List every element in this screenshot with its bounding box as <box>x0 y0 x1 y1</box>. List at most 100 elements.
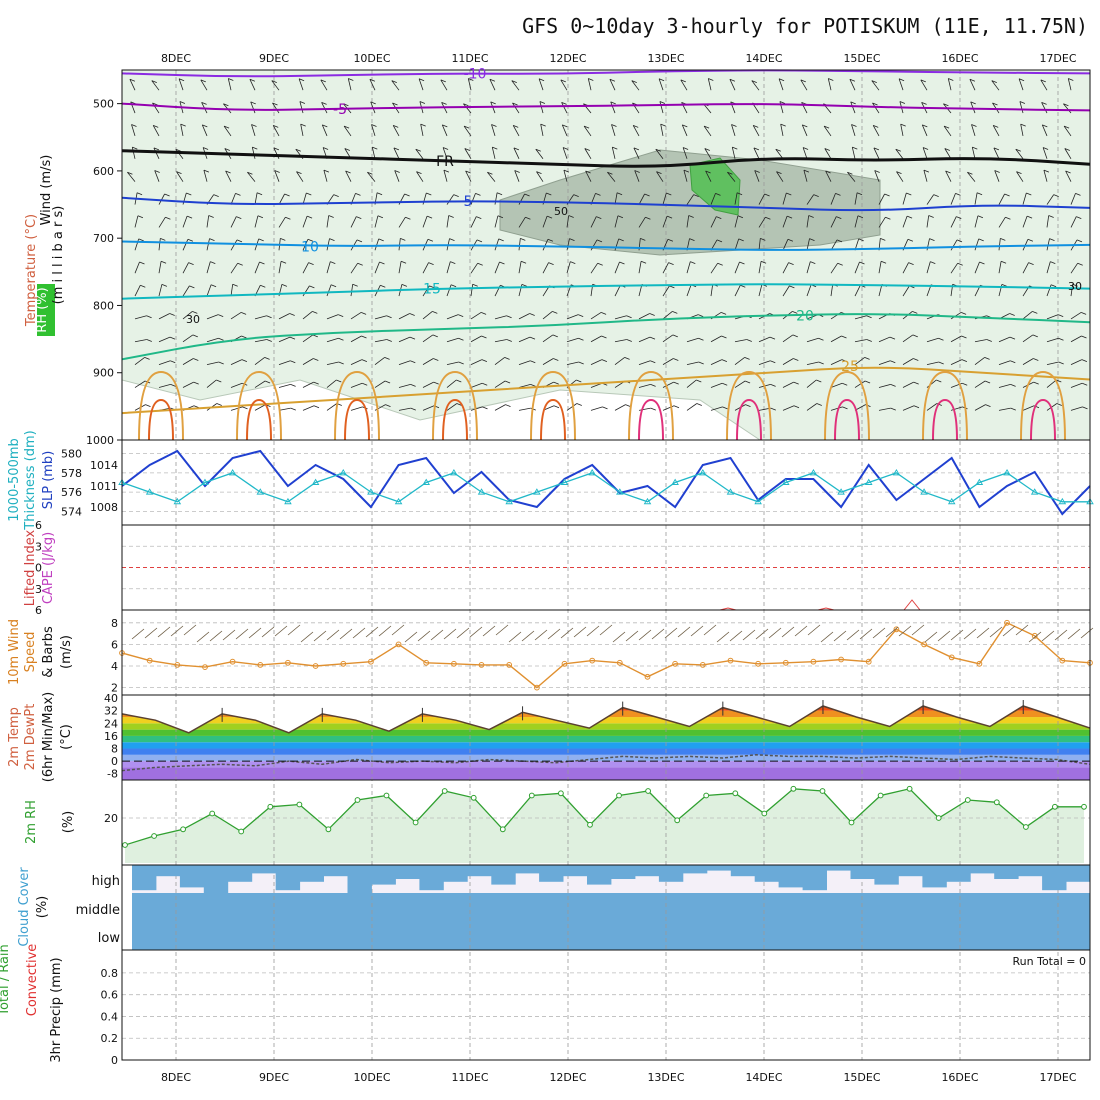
wind-barb-flag <box>193 358 199 361</box>
wind-barb-flag <box>362 382 368 386</box>
wind-barb <box>178 78 184 91</box>
wind-barb <box>1046 284 1052 297</box>
chart-title: GFS 0~10day 3-hourly for POTISKUM (11E, … <box>522 14 1088 38</box>
thickness-point <box>947 497 956 505</box>
wind-barb <box>830 359 843 366</box>
wind-barb-flag <box>160 260 167 264</box>
wind-barb-flag <box>578 337 584 341</box>
wind-barb <box>230 216 237 228</box>
wind-barb <box>134 380 146 388</box>
wind-barb <box>470 382 483 388</box>
wind-barb <box>278 360 291 366</box>
ylabel-cloud-0: Cloud Cover <box>17 867 32 947</box>
wind-speed-tick: 6 <box>111 638 118 651</box>
wind-barb-flag <box>717 262 723 266</box>
wind-barb <box>542 215 548 228</box>
wind-barb-flag <box>348 78 354 81</box>
wind-barb <box>369 79 376 91</box>
wind-barb-flag <box>202 147 209 150</box>
dewpoint-line <box>121 754 1091 772</box>
wind-barb-flag <box>920 79 926 83</box>
wind-barb-flag <box>453 194 459 197</box>
wind-barb-flag <box>669 285 675 289</box>
thickness-point <box>284 497 292 505</box>
wind-barb-flag <box>256 192 263 196</box>
wind-barb <box>854 215 859 228</box>
wind-barb <box>607 172 616 182</box>
wind-barb <box>1022 311 1033 320</box>
wind-barb-flag <box>330 284 337 288</box>
wind-barb <box>158 284 163 297</box>
wind-barb-flag <box>659 101 666 104</box>
wind-barb <box>398 407 411 411</box>
thickness-point <box>228 469 237 476</box>
wind-barb-flag <box>570 261 576 264</box>
surface-wind-barb <box>768 627 782 639</box>
wind-barb <box>278 193 285 205</box>
temp-band <box>122 767 1090 780</box>
wind-barb <box>614 215 619 228</box>
wind-barb <box>230 284 234 297</box>
wind-barb-flag <box>146 315 152 319</box>
wind-barb-flag <box>1056 403 1062 406</box>
thickness-tick: 578 <box>61 467 82 480</box>
wind-barb-flag <box>208 215 214 218</box>
wind-barb-flag <box>440 79 446 83</box>
wind-barb <box>442 147 448 159</box>
wind-barb <box>902 285 910 297</box>
wind-barb <box>398 216 406 228</box>
wind-barb <box>734 238 740 251</box>
wind-barb <box>854 315 867 320</box>
wind-barb-flag <box>993 125 999 128</box>
wind-barb-flag <box>945 170 951 174</box>
wind-barb-flag <box>289 336 296 340</box>
wind-barb <box>590 216 597 228</box>
surface-wind-barb <box>1054 629 1068 641</box>
wind-barb-flag <box>908 262 914 265</box>
surface-wind-barb <box>339 628 353 640</box>
isotherm-20 <box>121 313 1091 361</box>
wind-barb <box>494 315 507 320</box>
wind-barb <box>542 262 549 274</box>
contour-loop-35 <box>148 398 174 441</box>
wind-barb-flag <box>672 334 678 338</box>
date-label-bottom: 10DEC <box>353 1071 390 1084</box>
wind-barb <box>542 239 549 251</box>
wind-barb-flag <box>1043 169 1050 173</box>
wind-barb <box>872 125 880 137</box>
surface-wind-barb <box>534 629 548 641</box>
precip-tick: 0 <box>111 1054 118 1067</box>
wind-speed-point <box>976 660 983 667</box>
surface-wind-barb <box>638 629 652 641</box>
wind-barb-flag <box>281 284 288 287</box>
wind-barb <box>394 170 400 182</box>
wind-barb <box>446 215 450 228</box>
wind-barb-flag <box>890 360 896 364</box>
wind-barb <box>494 192 498 205</box>
wind-barb <box>782 215 788 228</box>
wind-barb-flag <box>513 147 520 151</box>
wind-barb-flag <box>961 335 967 339</box>
wind-barb <box>998 384 1011 388</box>
surface-wind-barb <box>677 626 691 638</box>
wind-barb <box>802 147 808 159</box>
wind-barb <box>272 102 280 114</box>
wind-barb <box>446 284 452 297</box>
wind-barb <box>950 239 958 251</box>
wind-barb <box>223 125 232 137</box>
wind-speed-point <box>755 660 761 667</box>
wind-barb-flag <box>789 285 795 289</box>
ylabel-cape-0: CAPE (J/kg) <box>41 532 56 604</box>
wind-barb-flag <box>978 238 984 242</box>
wind-barb-flag <box>776 171 782 174</box>
wind-barb-flag <box>786 192 792 196</box>
wind-barb-flag <box>391 80 397 83</box>
wind-barb <box>206 238 210 251</box>
wind-barb-flag <box>1041 102 1047 105</box>
wind-barb <box>614 339 627 343</box>
wind-barb-flag <box>1050 261 1056 264</box>
isotherm-label: FR <box>436 154 454 170</box>
wind-barb-flag <box>186 192 192 196</box>
wind-barb-flag <box>307 238 314 242</box>
wind-barb-flag <box>465 170 471 174</box>
